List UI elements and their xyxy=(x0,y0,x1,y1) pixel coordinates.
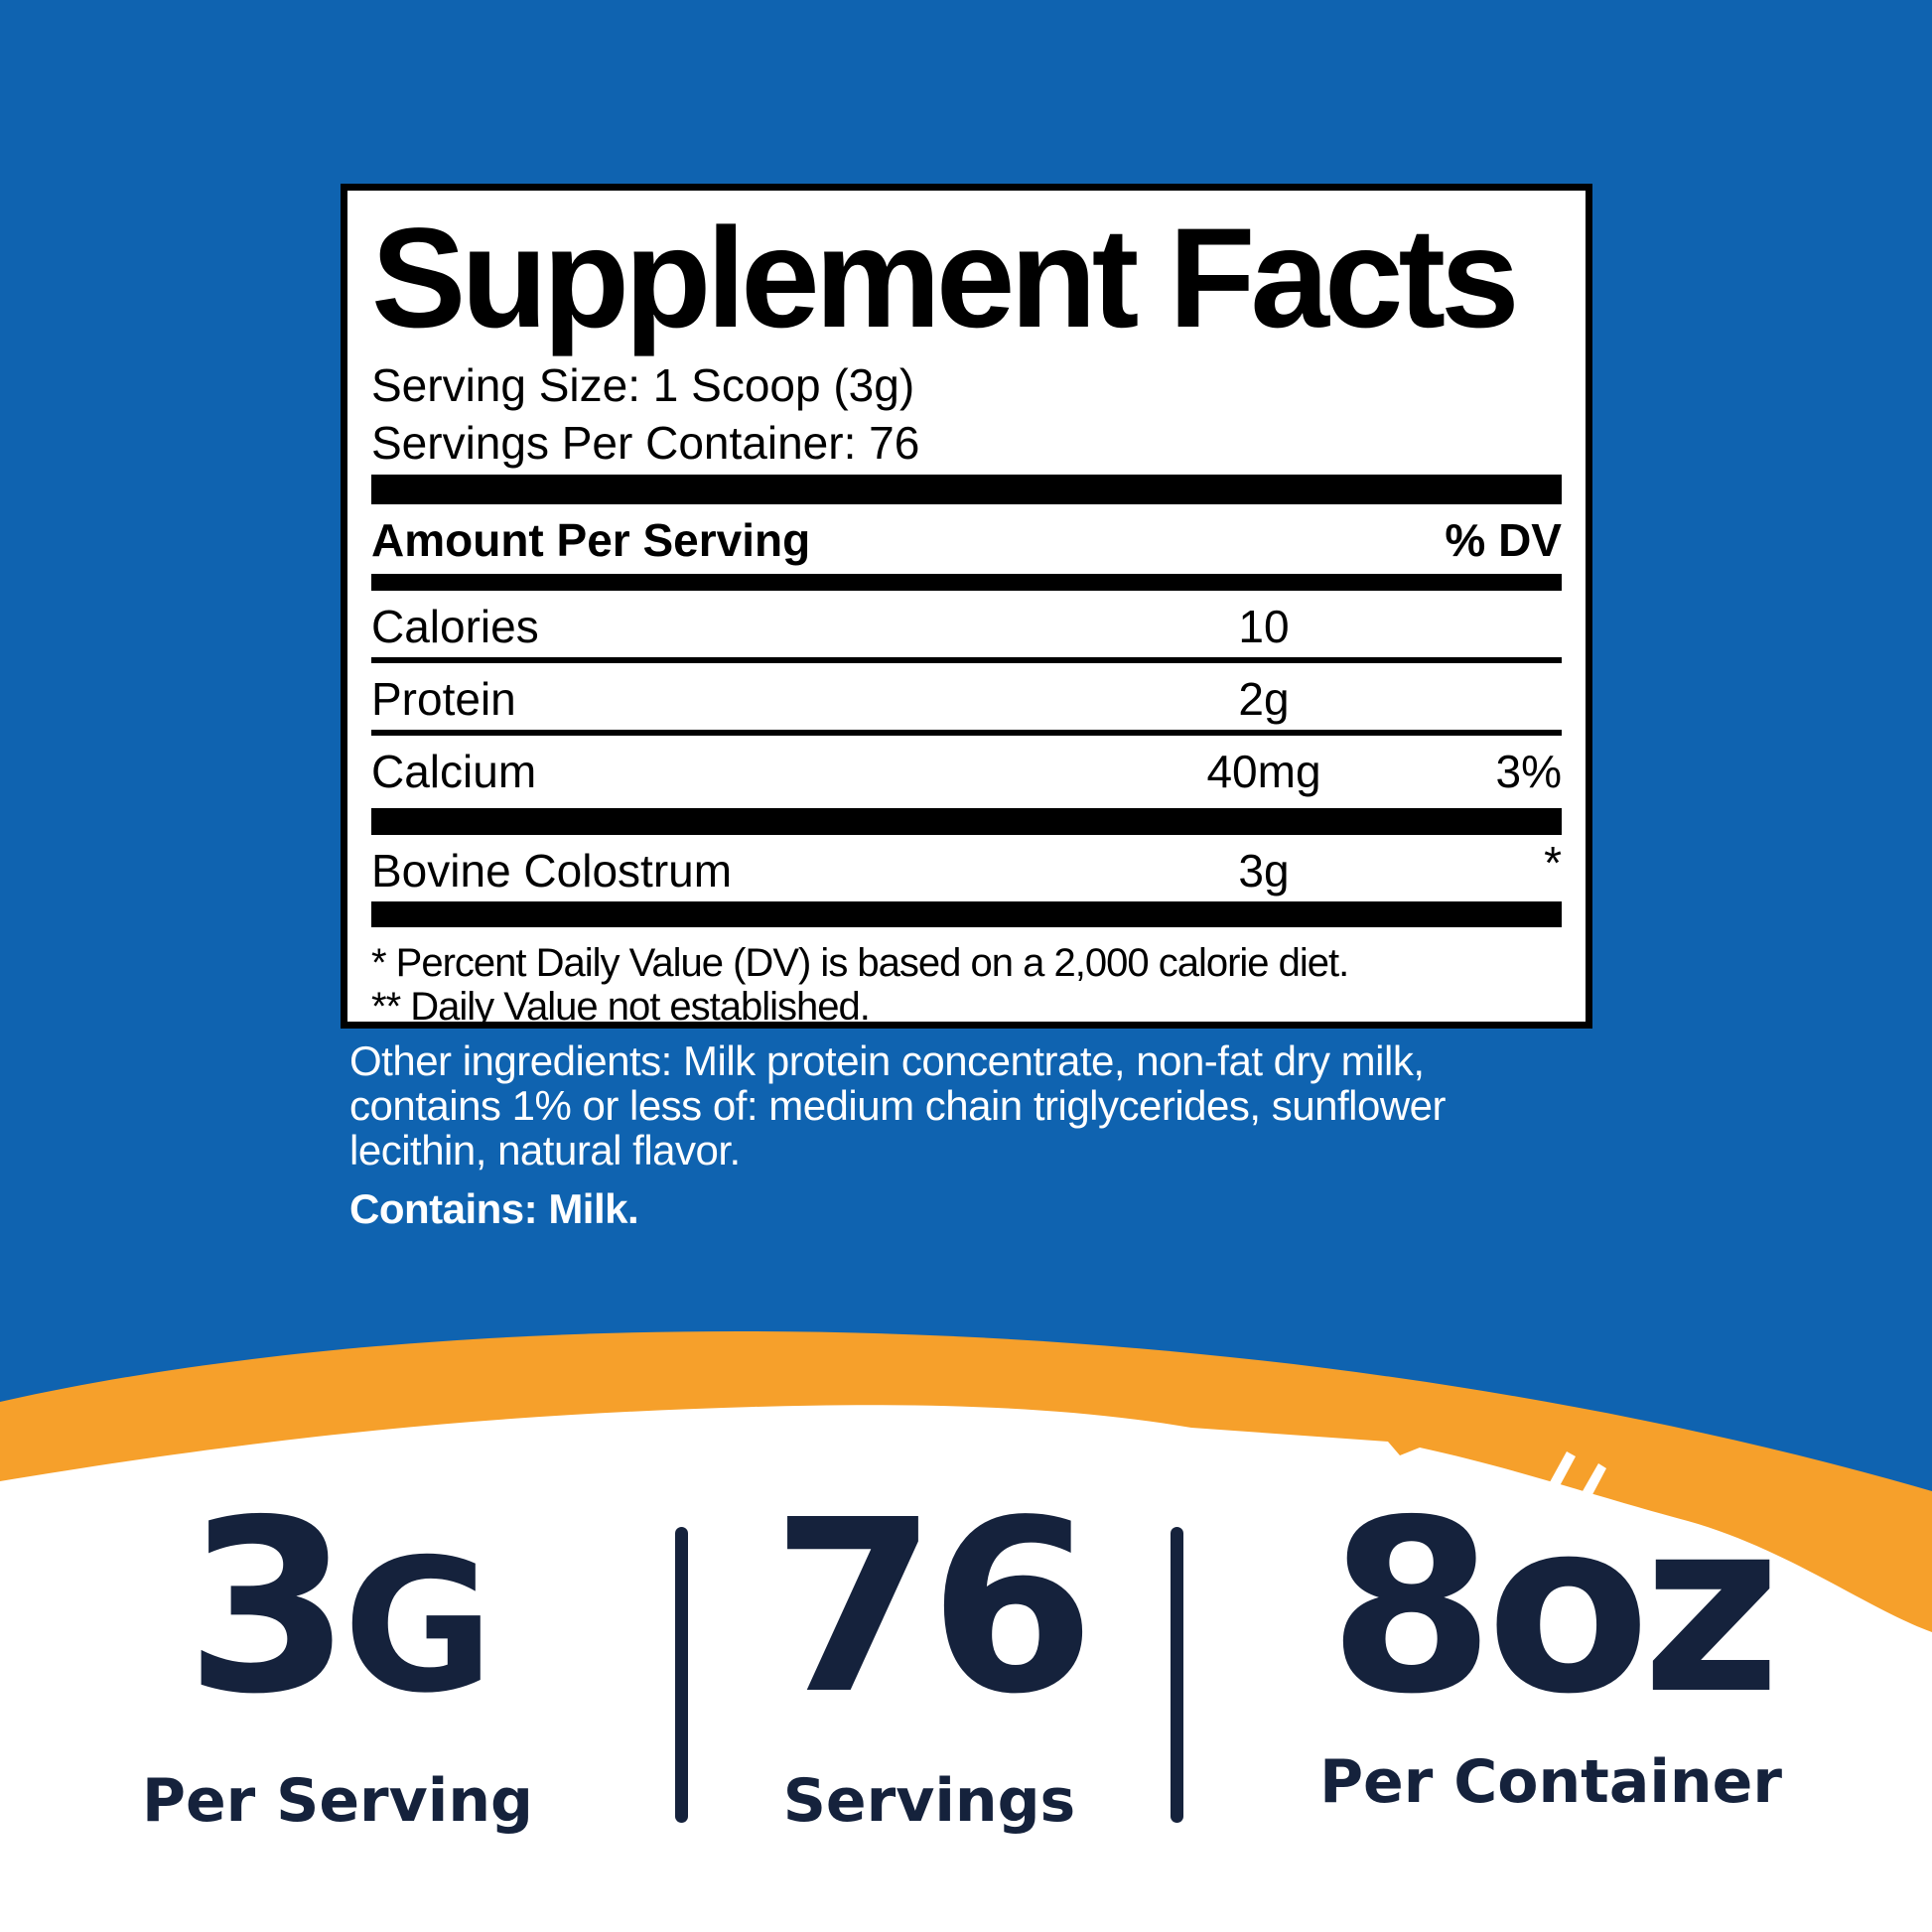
other-ingredients-block: Other ingredients: Milk protein concentr… xyxy=(349,1038,1650,1231)
table-row: Calories 10 xyxy=(371,591,1562,663)
nutrient-name: Protein xyxy=(371,673,516,725)
stat-label: Servings xyxy=(782,1766,1076,1836)
nutrient-amount: 10 xyxy=(1238,601,1290,652)
stat-number: 8 xyxy=(1328,1468,1494,1746)
stat-number: 76 xyxy=(771,1468,1095,1746)
footnote-line: ** Daily Value not established. xyxy=(371,985,871,1029)
stat-unit: G xyxy=(343,1519,494,1733)
nutrient-dv: * xyxy=(1544,837,1562,889)
stat-label: Per Serving xyxy=(142,1766,533,1836)
table-row: Bovine Colostrum 3g * xyxy=(371,835,1562,901)
panel-title: Supplement Facts xyxy=(371,200,1520,357)
other-ingredients-line: lecithin, natural flavor. xyxy=(349,1127,741,1173)
footnote-line: * Percent Daily Value (DV) is based on a… xyxy=(371,941,1349,985)
bottom-stats-row: 3G Per Serving 76 Servings 8oz Per Conta… xyxy=(0,1488,1932,1836)
stat-per-serving: 3G Per Serving xyxy=(0,1488,675,1836)
supplement-facts-panel: Supplement Facts Serving Size: 1 Scoop (… xyxy=(341,184,1592,1029)
stats-divider-line xyxy=(1171,1527,1183,1823)
footnotes: * Percent Daily Value (DV) is based on a… xyxy=(371,941,1562,1029)
table-row: Protein 2g xyxy=(371,663,1562,736)
servings-per-container-line: Servings Per Container: 76 xyxy=(371,417,920,469)
thick-divider-bar xyxy=(371,475,1562,504)
nutrient-dv: 3% xyxy=(1495,746,1562,797)
contains-allergen-line: Contains: Milk. xyxy=(349,1185,639,1232)
nutrient-name: Calcium xyxy=(371,746,537,797)
nutrient-amount: 40mg xyxy=(1206,746,1321,797)
stats-divider-line xyxy=(675,1527,688,1823)
table-row: Calcium 40mg 3% xyxy=(371,736,1562,802)
serving-size-line: Serving Size: 1 Scoop (3g) xyxy=(371,359,915,411)
stat-unit: oz xyxy=(1486,1468,1781,1746)
stat-value: 76 xyxy=(771,1488,1095,1740)
amount-per-serving-header: Amount Per Serving xyxy=(371,514,811,566)
nutrient-amount: 3g xyxy=(1238,845,1290,897)
table-header-row: Amount Per Serving % DV xyxy=(371,504,1562,574)
stat-per-container: 8oz Per Container xyxy=(1183,1488,1918,1832)
other-ingredients-line: Other ingredients: Milk protein concentr… xyxy=(349,1037,1425,1084)
nutrient-name: Calories xyxy=(371,601,539,652)
stat-servings: 76 Servings xyxy=(688,1488,1171,1836)
thick-divider-bar xyxy=(371,901,1562,927)
percent-dv-header: % DV xyxy=(1445,514,1562,566)
white-bottom-area xyxy=(0,1405,1932,1932)
nutrient-amount: 2g xyxy=(1238,673,1290,725)
brush-slash-detail xyxy=(1579,1463,1606,1502)
stat-number: 3 xyxy=(185,1468,351,1746)
brush-slash-detail xyxy=(1545,1451,1576,1495)
stat-label: Per Container xyxy=(1319,1747,1782,1817)
medium-divider-bar xyxy=(371,574,1562,591)
thick-divider-bar xyxy=(371,808,1562,835)
other-ingredients-line: contains 1% or less of: medium chain tri… xyxy=(349,1082,1447,1129)
nutrient-name: Bovine Colostrum xyxy=(371,845,733,897)
stat-value: 8oz xyxy=(1328,1488,1781,1726)
stat-value: 3G xyxy=(186,1488,494,1740)
